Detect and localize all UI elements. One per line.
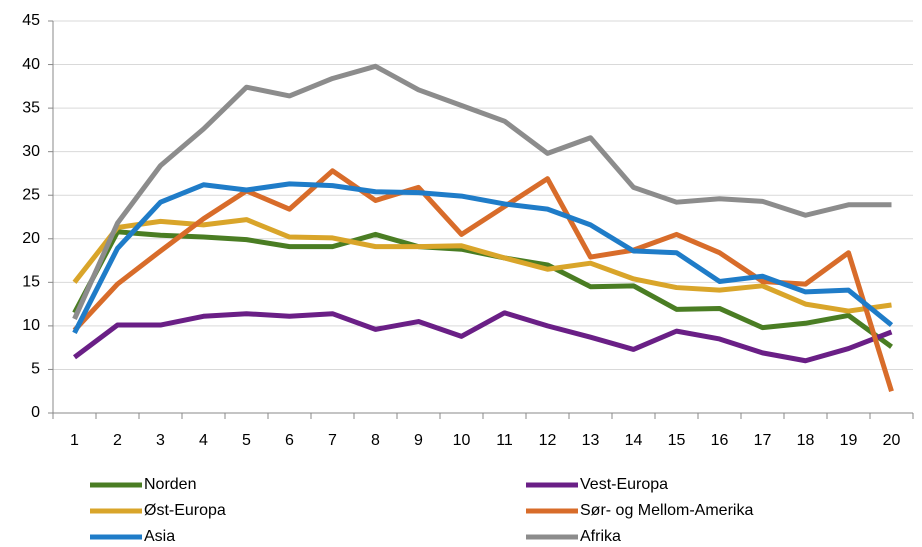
legend-label: Asia: [144, 528, 175, 545]
series-line: [73, 310, 893, 364]
y-tick-label: 25: [22, 186, 40, 203]
x-tick-label: 12: [539, 432, 557, 449]
x-tick-label: 17: [754, 432, 772, 449]
x-tick-label: 15: [668, 432, 686, 449]
y-tick-label: 0: [31, 404, 40, 421]
x-tick-label: 19: [840, 432, 858, 449]
x-tick-label: 8: [371, 432, 380, 449]
x-tick-label: 2: [113, 432, 122, 449]
legend-label: Øst-Europa: [144, 502, 226, 519]
y-tick-label: 30: [22, 143, 40, 160]
legend-label: Sør- og Mellom-Amerika: [580, 502, 753, 519]
x-tick-label: 9: [414, 432, 423, 449]
x-tick-label: 6: [285, 432, 294, 449]
legend-label: Vest-Europa: [580, 476, 668, 493]
x-tick-label: 5: [242, 432, 251, 449]
y-tick-label: 35: [22, 99, 40, 116]
legend-label: Afrika: [580, 528, 621, 545]
y-tick-label: 45: [22, 12, 40, 29]
series-line: [72, 63, 892, 320]
y-tick-label: 10: [22, 317, 40, 334]
x-tick-label: 20: [883, 432, 901, 449]
x-tick-label: 10: [453, 432, 471, 449]
x-tick-label: 13: [582, 432, 600, 449]
x-tick-label: 7: [328, 432, 337, 449]
x-tick-label: 3: [156, 432, 165, 449]
series-line: [72, 217, 892, 314]
x-tick-label: 11: [496, 432, 513, 449]
y-tick-label: 20: [22, 230, 40, 247]
y-tick-label: 5: [31, 361, 40, 378]
x-tick-label: 18: [797, 432, 815, 449]
y-tick-label: 40: [22, 56, 40, 73]
x-tick-label: 14: [625, 432, 643, 449]
x-tick-label: 4: [199, 432, 208, 449]
y-tick-label: 15: [22, 274, 40, 291]
series-line: [72, 181, 894, 334]
x-tick-label: 1: [70, 432, 79, 449]
x-tick-label: 16: [711, 432, 729, 449]
legend-label: Norden: [144, 476, 196, 493]
